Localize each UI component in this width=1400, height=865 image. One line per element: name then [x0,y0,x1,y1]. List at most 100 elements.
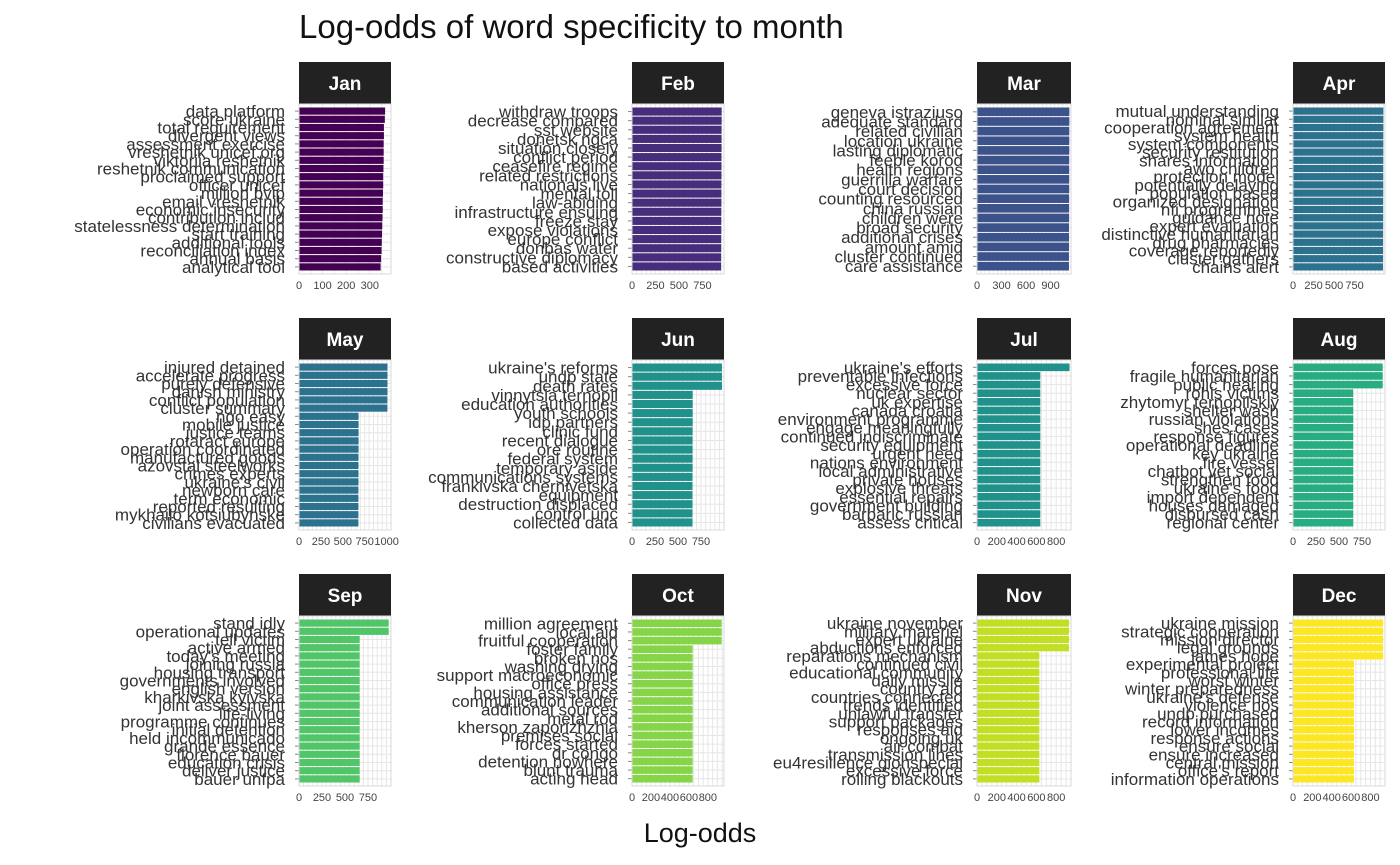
bar-oct-5 [632,654,693,662]
category-label: forces started [515,735,618,754]
bar-aug-2 [1293,372,1383,380]
category-label: officer unicef [189,176,285,195]
category-label: reconciliation index [140,242,285,261]
bar-may-16 [299,486,359,494]
bar-dec-8 [1293,676,1355,685]
category-label: equipment [539,486,619,505]
bar-nov-1 [977,619,1070,627]
category-label: nfi programmes [1161,201,1279,220]
category-label: guidance note [1172,209,1279,228]
category-label: urgent need [872,445,963,464]
category-label: million bvip [201,184,285,203]
category-label: contribution includ [148,209,285,228]
category-label: statelessness determination [74,217,285,236]
category-label: federal system [507,450,618,469]
category-label: nationals live [520,175,618,194]
category-label: mobile justice [182,416,285,435]
bar-jul-6 [977,406,1041,415]
category-label: operational updates [136,622,285,641]
category-label: lasting diplomatic [833,141,964,160]
category-label: expert evaluation [1150,217,1279,236]
category-label: data platform [186,102,285,121]
category-label: programme continues [121,713,285,732]
x-tick-label: 500 [669,536,687,548]
bar-oct-7 [632,671,693,679]
bar-oct-13 [632,723,693,731]
x-tick-label: 0 [974,280,980,292]
bar-oct-17 [632,757,693,766]
bar-dec-18 [1293,758,1355,767]
strip-label-dec: Dec [1322,586,1357,607]
x-tick-label: 200 [988,536,1006,548]
bar-dec-20 [1293,775,1355,783]
bar-sep-6 [299,660,360,668]
category-label: ukraine's food [1174,479,1279,498]
category-label: undp state [539,368,618,387]
category-label: cooperation agreement [1104,119,1279,138]
bar-aug-6 [1293,406,1354,415]
panel-border-nov [976,615,1072,787]
category-label: ore routine [537,441,618,460]
bar-dec-1 [1293,619,1384,627]
category-label: youth schools [514,404,618,423]
bar-oct-14 [632,731,693,740]
bar-jan-9 [299,173,384,181]
category-label: death rates [533,377,618,396]
category-label: additional crises [841,228,963,247]
bar-jun-2 [632,372,722,381]
x-tick-label: 200 [337,280,355,292]
bar-apr-9 [1293,173,1384,181]
category-label: communication leader [452,692,619,711]
bar-apr-18 [1293,246,1384,255]
category-label: court decision [858,180,963,199]
category-label: awo children [1184,160,1279,179]
bar-feb-3 [632,125,722,134]
category-label: crimes experts [174,465,285,484]
category-label: system components [1128,135,1279,154]
bar-nov-18 [977,758,1040,767]
bar-dec-14 [1293,726,1355,734]
category-label: shelter wash [1184,401,1279,420]
bar-oct-9 [632,688,693,697]
category-label: assessment exercise [126,135,285,154]
bar-mar-4 [977,136,1070,146]
bar-aug-1 [1293,363,1383,372]
category-label: cluster gathers [1168,250,1280,269]
category-label: broken nos [534,649,618,668]
category-label: continued civil [856,655,963,674]
bar-feb-18 [632,262,722,271]
category-label: excessive force [846,376,963,395]
x-tick-label: 600 [1027,792,1045,804]
x-tick-label: 250 [313,792,331,804]
x-tick-label: 200 [642,792,660,804]
bar-dec-17 [1293,750,1355,758]
x-tick-label: 0 [974,792,980,804]
category-label: mission director [1160,631,1279,650]
bar-nov-7 [977,668,1040,676]
category-label: ukraine's defense [1146,688,1279,707]
category-label: foster family [526,640,618,659]
bar-jun-1 [632,363,722,372]
category-label: barbaric russian [842,505,963,524]
bar-sep-11 [299,701,360,709]
category-label: response actions [1150,729,1279,748]
bar-jun-5 [632,399,693,409]
bar-aug-15 [1293,484,1354,492]
bar-may-6 [299,404,388,412]
bar-feb-12 [632,207,722,216]
category-label: geneva istraziuso [831,103,963,122]
bar-may-8 [299,420,359,429]
category-label: winter preparedness [1124,680,1279,699]
bar-jul-9 [977,432,1041,441]
bar-jul-17 [977,501,1041,510]
category-label: europe conflict [507,230,618,249]
category-label: reported resulting [153,498,285,517]
category-label: excessive force [846,762,963,781]
bar-oct-15 [632,740,693,748]
x-tick-label: 400 [1007,536,1025,548]
bar-sep-2 [299,627,389,635]
category-label: ukraine mission [1161,614,1279,633]
